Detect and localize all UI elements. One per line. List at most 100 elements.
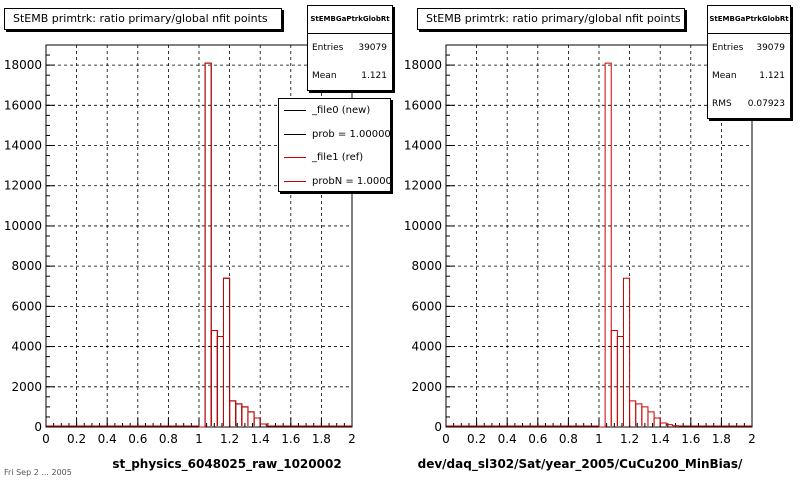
legend-label-probn: probN = 1.000000 — [312, 175, 391, 187]
right-stats-mean-label: Mean — [712, 71, 737, 81]
left-stats-mean-row: Mean 1.121 — [308, 62, 392, 90]
left-legend: _file0 (new) prob = 1.000000 _file1 (ref… — [278, 98, 391, 192]
left-series-1-bin-6 — [235, 403, 243, 426]
legend-swatch-file1 — [284, 157, 306, 158]
left-y-tick-label-8: 16000 — [4, 98, 42, 112]
left-series-1-bin-5 — [229, 400, 237, 426]
left-stats-mean-label: Mean — [312, 71, 337, 81]
left-series-0-bin-5 — [229, 400, 237, 426]
left-series-1-bin-1 — [204, 62, 212, 426]
left-y-tick-label-1: 2000 — [11, 380, 42, 394]
right-y-tick-label-4: 8000 — [411, 259, 442, 273]
left-series-0-bin-3 — [216, 336, 224, 426]
right-stats-rms-label: RMS — [712, 99, 732, 109]
left-x-tick-label-4: 0.8 — [159, 432, 178, 446]
left-y-tick-label-9: 18000 — [4, 58, 42, 72]
left-stats-box: StEMBGaPtrkGlobRt Entries 39079 Mean 1.1… — [307, 5, 393, 91]
right-stats-rms-value: 0.07923 — [747, 99, 785, 109]
right-x-tick-label-7: 1.4 — [651, 432, 670, 446]
left-y-tick-label-2: 4000 — [11, 340, 42, 354]
left-series-0-bin-4 — [222, 277, 231, 426]
right-x-tick-label-10: 2 — [748, 432, 756, 446]
legend-item-file1: _file1 (ref) — [279, 146, 390, 170]
right-x-tick-label-9: 1.8 — [712, 432, 731, 446]
left-series-1-bin-0 — [198, 426, 206, 428]
left-x-tick-label-5: 1 — [195, 432, 203, 446]
left-series-1-bin-9 — [253, 417, 261, 426]
right-x-tick-label-1: 0.2 — [467, 432, 486, 446]
right-y-tick-label-8: 16000 — [404, 98, 442, 112]
left-y-tick-label-4: 8000 — [11, 259, 42, 273]
legend-item-prob: prob = 1.000000 — [279, 123, 390, 147]
left-x-tick-label-6: 1.2 — [220, 432, 239, 446]
legend-item-file0: _file0 (new) — [279, 99, 390, 123]
right-stats-entries-value: 39079 — [756, 43, 785, 53]
right-stats-rms-row: RMS 0.07923 — [708, 90, 790, 118]
right-stats-box: StEMBGaPtrkGlobRt Entries 39079 Mean 1.1… — [707, 5, 791, 119]
left-series-1-bin-8 — [247, 411, 255, 426]
left-series-0-bin-9 — [253, 417, 261, 426]
footer-timestamp: Fri Sep 2 ... 2005 — [4, 468, 72, 477]
legend-label-prob: prob = 1.000000 — [312, 128, 391, 140]
left-series-1-bin-2 — [210, 329, 218, 426]
right-series-0-bin-0 — [598, 426, 606, 428]
left-y-tick-label-3: 6000 — [11, 299, 42, 313]
left-x-tick-label-9: 1.8 — [312, 432, 331, 446]
left-series-0-bin-1 — [204, 62, 212, 426]
left-y-tick-label-6: 12000 — [4, 179, 42, 193]
left-series-1-bin-3 — [216, 336, 224, 426]
left-series-0-bin-2 — [210, 329, 218, 426]
left-stats-mean-value: 1.121 — [361, 71, 387, 81]
left-stats-entries-value: 39079 — [358, 43, 387, 53]
left-chart-title: StEMB primtrk: ratio primary/global nfit… — [13, 12, 268, 25]
right-stats-mean-value: 1.121 — [759, 71, 785, 81]
right-series-0-bin-4 — [622, 277, 631, 426]
right-series-0-bin-1 — [604, 62, 612, 426]
right-x-axis-title: dev/daq_sl302/Sat/year_2005/CuCu200_MinB… — [417, 457, 743, 471]
left-series-1-bin-4 — [222, 277, 231, 426]
left-x-tick-label-1: 0.2 — [67, 432, 86, 446]
right-y-tick-label-0: 0 — [434, 420, 442, 434]
left-x-tick-label-2: 0.4 — [98, 432, 117, 446]
legend-swatch-probn — [284, 180, 306, 182]
right-x-tick-label-5: 1 — [595, 432, 603, 446]
left-series-0-bin-8 — [247, 411, 255, 426]
right-series-0-bin-8 — [647, 411, 655, 426]
left-y-tick-label-7: 14000 — [4, 139, 42, 153]
right-series-0-bin-3 — [616, 336, 624, 426]
right-series-0-bin-2 — [610, 329, 618, 426]
left-stats-entries-label: Entries — [312, 43, 344, 53]
right-x-tick-label-3: 0.6 — [528, 432, 547, 446]
right-chart-title-box: StEMB primtrk: ratio primary/global nfit… — [417, 8, 685, 30]
left-y-tick-label-0: 0 — [34, 420, 42, 434]
right-x-tick-label-4: 0.8 — [559, 432, 578, 446]
right-stats-entries-row: Entries 39079 — [708, 34, 790, 62]
right-y-tick-label-6: 12000 — [404, 179, 442, 193]
left-y-tick-label-5: 10000 — [4, 219, 42, 233]
left-x-axis-title: st_physics_6048025_raw_1020002 — [112, 457, 342, 471]
right-y-tick-label-3: 6000 — [411, 299, 442, 313]
right-x-tick-label-0: 0 — [442, 432, 450, 446]
left-x-tick-label-7: 1.4 — [251, 432, 270, 446]
right-y-tick-label-1: 2000 — [411, 380, 442, 394]
left-stats-header: StEMBGaPtrkGlobRt — [308, 6, 392, 34]
right-stats-header: StEMBGaPtrkGlobRt — [708, 6, 790, 34]
left-x-tick-label-8: 1.6 — [281, 432, 300, 446]
right-y-tick-label-2: 4000 — [411, 340, 442, 354]
right-stats-mean-row: Mean 1.121 — [708, 62, 790, 90]
right-y-tick-label-5: 10000 — [404, 219, 442, 233]
left-x-tick-label-3: 0.6 — [128, 432, 147, 446]
left-stats-entries-row: Entries 39079 — [308, 34, 392, 62]
legend-swatch-file0 — [284, 110, 306, 111]
legend-swatch-prob — [284, 133, 306, 135]
right-x-tick-label-8: 1.6 — [681, 432, 700, 446]
right-series-0-bin-5 — [629, 400, 637, 426]
legend-label-file1: _file1 (ref) — [312, 152, 364, 163]
left-chart-title-box: StEMB primtrk: ratio primary/global nfit… — [4, 8, 282, 30]
right-x-tick-label-6: 1.2 — [620, 432, 639, 446]
left-x-tick-label-10: 2 — [348, 432, 356, 446]
left-series-0-bin-6 — [235, 403, 243, 426]
right-series-0-bin-11 — [665, 424, 673, 426]
legend-item-probn: probN = 1.000000 — [279, 170, 391, 192]
